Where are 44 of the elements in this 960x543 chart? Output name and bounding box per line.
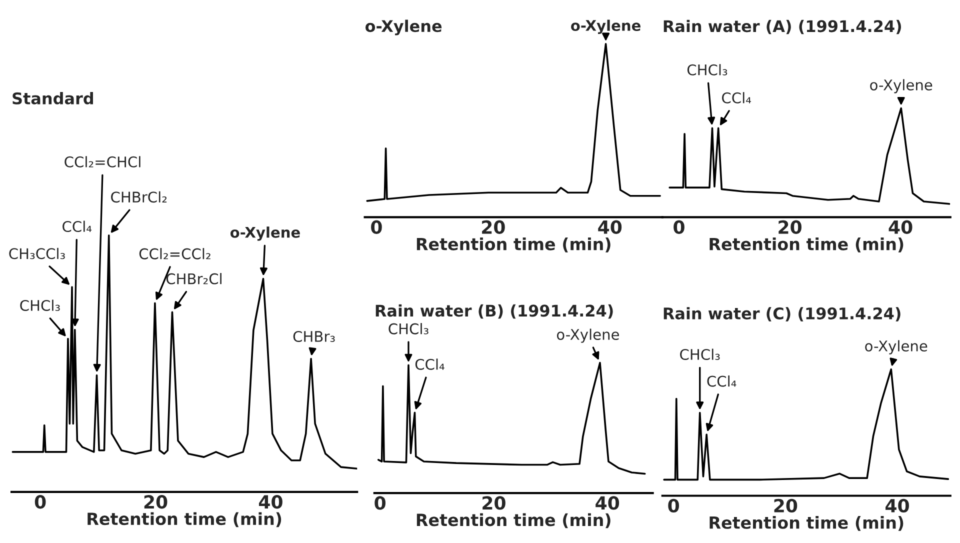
annotation: CCl₂=CCl₂ [139, 248, 210, 260]
annotation: o-Xylene [870, 79, 932, 94]
x-tick-label: 20 [482, 220, 505, 234]
annotation: CHCl₃ [20, 300, 60, 311]
x-tick-label: 20 [774, 498, 798, 513]
annotation: CHCl₃ [388, 323, 428, 334]
annotation: CHBrCl₂ [111, 191, 167, 203]
x-tick-label: 20 [778, 220, 802, 234]
x-axis-title: Retention time (min) [88, 512, 282, 528]
annotation: CCl₄ [62, 220, 92, 232]
x-tick-label: 40 [258, 495, 282, 509]
annotation: CCl₄ [722, 92, 752, 104]
x-axis-title: Retention time (min) [710, 516, 904, 531]
chart-title: o-Xylene [365, 20, 442, 36]
annotation: CHBr₃ [293, 330, 335, 342]
x-axis-title: Retention time (min) [416, 237, 610, 252]
x-tick-label: 0 [34, 495, 46, 509]
x-tick-label: 20 [144, 495, 168, 509]
chart-title: Standard [12, 92, 93, 104]
annotation: o-Xylene [571, 20, 640, 34]
x-tick-label: 40 [888, 220, 912, 234]
x-axis-title: Retention time (min) [416, 513, 610, 528]
chart-title: Rain water (C) (1991.4.24) [664, 307, 900, 322]
annotation: CHCl₃ [680, 348, 720, 360]
x-tick-label: 20 [482, 496, 506, 510]
x-tick-label: 40 [596, 496, 620, 510]
x-tick-label: 0 [668, 498, 680, 513]
annotation: CHBr₂Cl [166, 273, 222, 284]
annotation: CCl₄ [707, 375, 736, 387]
x-axis-title: Retention time (min) [710, 237, 904, 252]
x-tick-label: 40 [598, 220, 622, 234]
x-tick-label: 0 [674, 220, 684, 234]
annotation: o-Xylene [865, 340, 928, 354]
annotation: o-Xylene [556, 328, 619, 343]
annotation: CHCl₃ [687, 64, 728, 76]
x-tick-label: 0 [374, 496, 386, 510]
annotation: CCl₄ [415, 358, 444, 370]
annotation: CH₃CCl₃ [9, 248, 65, 260]
chart-title: Rain water (A) (1991.4.24) [664, 20, 901, 34]
x-tick-label: 40 [886, 498, 909, 513]
annotation: CCl₂=CHCl [64, 156, 140, 168]
annotation: o-Xylene [230, 226, 300, 241]
chart-title: Rain water (B) (1991.4.24) [376, 304, 613, 319]
x-tick-label: 0 [371, 220, 382, 234]
